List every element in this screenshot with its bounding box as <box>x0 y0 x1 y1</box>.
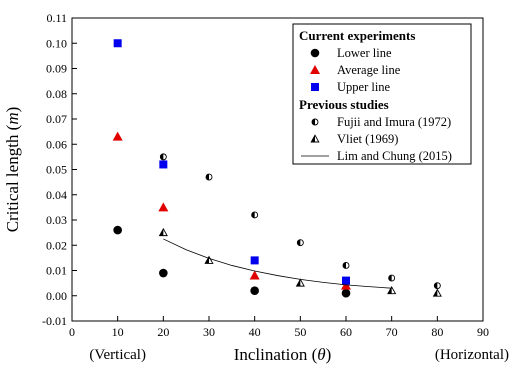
y-tick-label: 0.04 <box>46 188 67 202</box>
x-axis-title: Inclination (θ) <box>234 345 332 364</box>
series-vliet-1969- <box>158 227 442 297</box>
x-tick-label: 70 <box>386 325 398 339</box>
x-tick-label: 10 <box>112 325 124 339</box>
data-point <box>113 39 122 48</box>
y-tick-label: 0.02 <box>46 238 67 252</box>
legend-marker <box>310 134 320 143</box>
data-point <box>295 278 305 287</box>
y-tick-label: 0.03 <box>46 213 67 227</box>
data-point <box>159 153 167 161</box>
data-point <box>249 270 260 280</box>
y-axis-title: Critical length (m) <box>3 107 22 233</box>
data-point <box>341 288 351 298</box>
data-point <box>159 268 168 278</box>
y-tick-label: 0.10 <box>46 36 67 50</box>
legend-entry-label: Vliet (1969) <box>337 132 398 146</box>
x-axis: 0 10 20 30 40 50 60 70 80 90 <box>69 316 489 339</box>
legend-box <box>292 23 472 165</box>
data-point <box>251 211 259 219</box>
y-tick-label: 0.11 <box>46 11 67 25</box>
legend-marker <box>311 83 319 91</box>
y-tick-label: 0.05 <box>46 163 67 177</box>
legend-entry-label: Fujii and Imura (1972) <box>337 115 451 129</box>
data-series <box>112 39 442 298</box>
fit-curve <box>163 238 392 289</box>
y-tick-label: 0.06 <box>46 137 67 151</box>
data-point <box>159 160 168 169</box>
data-point <box>112 131 123 141</box>
data-point <box>158 227 168 237</box>
series-average-line <box>112 131 351 290</box>
y-tick-label: 0.00 <box>46 289 67 303</box>
x-tick-label: 0 <box>69 325 75 339</box>
data-point <box>432 288 442 297</box>
x-tick-label: 40 <box>249 325 261 339</box>
data-point <box>205 173 213 181</box>
legend-marker <box>310 48 320 58</box>
legend-entry-label: Upper line <box>337 80 391 94</box>
x-annotation: (Vertical) <box>89 347 146 363</box>
data-point <box>113 225 122 235</box>
data-point <box>342 276 350 285</box>
legend-marker <box>310 65 320 74</box>
series-fujii-and-imura-1972- <box>159 153 441 290</box>
x-tick-label: 90 <box>477 325 489 339</box>
y-tick-label: 0.08 <box>46 87 67 101</box>
x-annotation: (Horizontal) <box>435 347 509 363</box>
x-tick-label: 80 <box>431 325 443 339</box>
data-point <box>250 256 259 265</box>
x-tick-label: 30 <box>203 325 215 339</box>
legend-group-title: Current experiments <box>299 28 415 43</box>
data-point <box>387 285 397 295</box>
x-tick-label: 20 <box>157 325 169 339</box>
legend-entry-label: Lower line <box>337 46 392 60</box>
y-tick-label: 0.01 <box>46 264 67 278</box>
legend-entry-label: Average line <box>337 63 401 77</box>
legend-entry-label: Lim and Chung (2015) <box>337 149 452 163</box>
y-tick-label: 0.07 <box>46 112 67 126</box>
data-point <box>296 239 304 247</box>
data-point <box>250 286 259 296</box>
series-lower-line <box>113 225 351 298</box>
legend-group-title: Previous studies <box>299 97 389 112</box>
series-upper-line <box>113 39 350 285</box>
y-tick-label: -0.01 <box>42 314 67 328</box>
y-tick-label: 0.09 <box>46 62 67 76</box>
x-tick-label: 60 <box>340 325 352 339</box>
data-point <box>158 202 169 212</box>
data-point <box>342 262 350 269</box>
annotations: (Vertical) (Horizontal) <box>89 347 509 363</box>
series-lim-and-chung-2015- <box>163 238 392 289</box>
legend-marker <box>311 118 319 126</box>
data-point <box>388 274 396 282</box>
legend: Current experiments Lower line Average lin… <box>292 23 472 165</box>
data-point <box>433 282 441 290</box>
x-tick-label: 50 <box>294 325 306 339</box>
y-axis: -0.01 0.00 0.01 0.02 0.03 0.04 0.05 0.06 0.07 0.0… <box>42 11 77 328</box>
